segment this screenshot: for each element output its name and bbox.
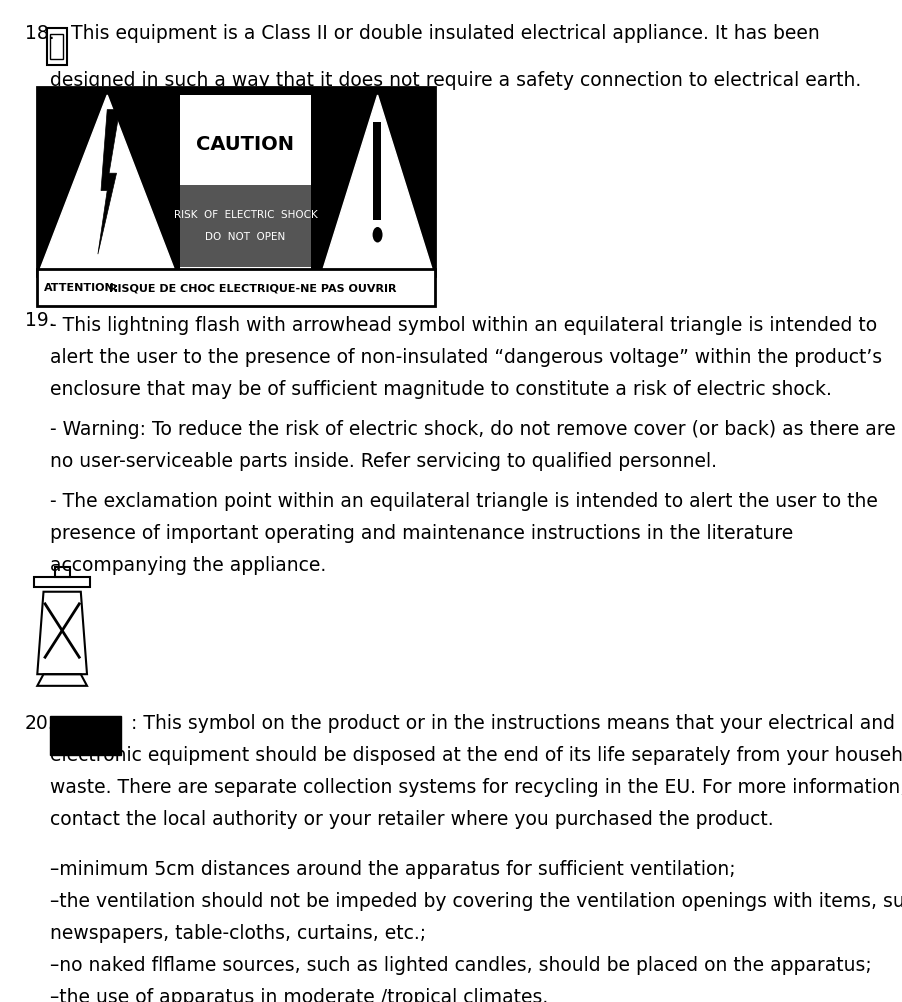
Text: RISK  OF  ELECTRIC  SHOCK: RISK OF ELECTRIC SHOCK: [173, 210, 318, 220]
Text: no user-serviceable parts inside. Refer servicing to qualified personnel.: no user-serviceable parts inside. Refer …: [50, 452, 717, 471]
Text: RISQUE DE CHOC ELECTRIQUE-NE PAS OUVRIR: RISQUE DE CHOC ELECTRIQUE-NE PAS OUVRIR: [109, 283, 396, 293]
Text: contact the local authority or your retailer where you purchased the product.: contact the local authority or your reta…: [50, 810, 773, 829]
FancyBboxPatch shape: [47, 29, 67, 66]
Text: alert the user to the presence of non-insulated “dangerous voltage” within the p: alert the user to the presence of non-in…: [50, 348, 882, 367]
Text: presence of important operating and maintenance instructions in the literature: presence of important operating and main…: [50, 523, 793, 542]
Text: –the ventilation should not be impeded by covering the ventilation openings with: –the ventilation should not be impeded b…: [50, 891, 902, 910]
FancyBboxPatch shape: [51, 35, 63, 60]
Bar: [180, 96, 311, 270]
Text: - The exclamation point within an equilateral triangle is intended to alert the : - The exclamation point within an equila…: [50, 491, 878, 510]
Polygon shape: [98, 110, 120, 255]
Text: - This lightning flash with arrowhead symbol within an equilateral triangle is i: - This lightning flash with arrowhead sy…: [50, 316, 877, 335]
Text: –the use of apparatus in moderate /tropical climates.: –the use of apparatus in moderate /tropi…: [50, 987, 548, 1002]
Text: enclosure that may be of sufficient magnitude to constitute a risk of electric s: enclosure that may be of sufficient magn…: [50, 380, 832, 399]
Text: CAUTION: CAUTION: [197, 135, 294, 154]
Text: newspapers, table-cloths, curtains, etc.;: newspapers, table-cloths, curtains, etc.…: [50, 923, 426, 942]
Bar: [37, 270, 435, 307]
Text: waste. There are separate collection systems for recycling in the EU. For more i: waste. There are separate collection sys…: [50, 778, 902, 797]
Text: –minimum 5cm distances around the apparatus for sufficient ventilation;: –minimum 5cm distances around the appara…: [50, 859, 735, 878]
Bar: [37, 88, 435, 278]
Text: DO  NOT  OPEN: DO NOT OPEN: [206, 231, 286, 241]
Text: 20.: 20.: [25, 713, 54, 732]
Text: 19.: 19.: [25, 311, 54, 330]
Bar: [180, 186, 311, 268]
Polygon shape: [41, 96, 174, 270]
Text: accompanying the appliance.: accompanying the appliance.: [50, 555, 326, 574]
Text: electronic equipment should be disposed at the end of its life separately from y: electronic equipment should be disposed …: [50, 745, 902, 765]
Polygon shape: [323, 96, 432, 270]
Circle shape: [373, 227, 382, 243]
Text: –no naked flﬂame sources, such as lighted candles, should be placed on the appar: –no naked flﬂame sources, such as lighte…: [50, 955, 871, 974]
Text: 18.: 18.: [25, 24, 54, 43]
Text: - Warning: To reduce the risk of electric shock, do not remove cover (or back) a: - Warning: To reduce the risk of electri…: [50, 420, 896, 439]
Text: ATTENTION:: ATTENTION:: [43, 283, 119, 293]
Text: designed in such a way that it does not require a safety connection to electrica: designed in such a way that it does not …: [50, 71, 861, 90]
Bar: [50, 716, 121, 755]
Text: This equipment is a Class II or double insulated electrical appliance. It has be: This equipment is a Class II or double i…: [71, 24, 820, 43]
Text: : This symbol on the product or in the instructions means that your electrical a: : This symbol on the product or in the i…: [131, 713, 895, 732]
Bar: [373, 123, 382, 221]
